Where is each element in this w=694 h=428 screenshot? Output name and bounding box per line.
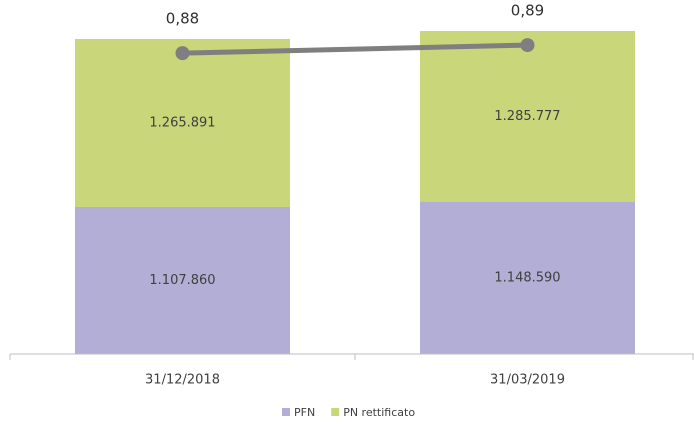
line	[182, 42, 528, 56]
x-tick-label: 31/03/2019	[490, 373, 565, 388]
value-label: 1.265.891	[149, 116, 215, 131]
bar-segment	[420, 30, 635, 202]
bar-segment	[420, 201, 635, 354]
line-label: 0,88	[166, 10, 199, 28]
x-tick-label: 31/12/2018	[145, 373, 220, 388]
legend-swatch	[282, 408, 290, 416]
legend-label: PFN	[294, 406, 315, 419]
legend-swatch	[331, 408, 340, 416]
value-label: 1.107.860	[149, 273, 215, 288]
line-label: 0,89	[511, 2, 544, 20]
line-point	[175, 46, 190, 61]
bar-segment	[75, 39, 290, 207]
bar-segment	[75, 206, 290, 354]
value-label: 1.148.590	[494, 270, 560, 285]
value-label: 1.285.777	[494, 109, 560, 124]
line-point	[520, 38, 535, 53]
legend-label: PN rettificato	[343, 406, 415, 419]
